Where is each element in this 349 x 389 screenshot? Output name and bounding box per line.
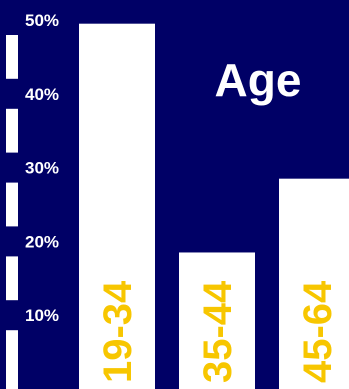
- bar-19-34: [79, 23, 155, 389]
- category-label-45-64: 45-64: [296, 280, 340, 383]
- y-tick-mark: [6, 108, 18, 153]
- y-axis: 10% 20% 30% 40% 50%: [6, 11, 59, 389]
- y-tick-label: 50%: [25, 11, 59, 30]
- y-tick-mark: [6, 182, 18, 227]
- category-label-35-44: 35-44: [196, 280, 240, 383]
- y-tick-label: 30%: [25, 159, 59, 178]
- bar-35-44: [179, 252, 255, 389]
- y-tick-mark: [6, 35, 18, 79]
- category-label-19-34: 19-34: [96, 280, 140, 383]
- y-tick-mark: [6, 330, 18, 389]
- y-tick-label: 10%: [25, 306, 59, 325]
- y-tick-mark: [6, 256, 18, 301]
- chart-title: Age: [215, 54, 302, 106]
- y-tick-label: 20%: [25, 232, 59, 251]
- bars: [79, 23, 349, 389]
- y-tick-label: 40%: [25, 85, 59, 104]
- category-labels: 19-34 35-44 45-64: [96, 280, 340, 383]
- bar-45-64: [279, 178, 349, 389]
